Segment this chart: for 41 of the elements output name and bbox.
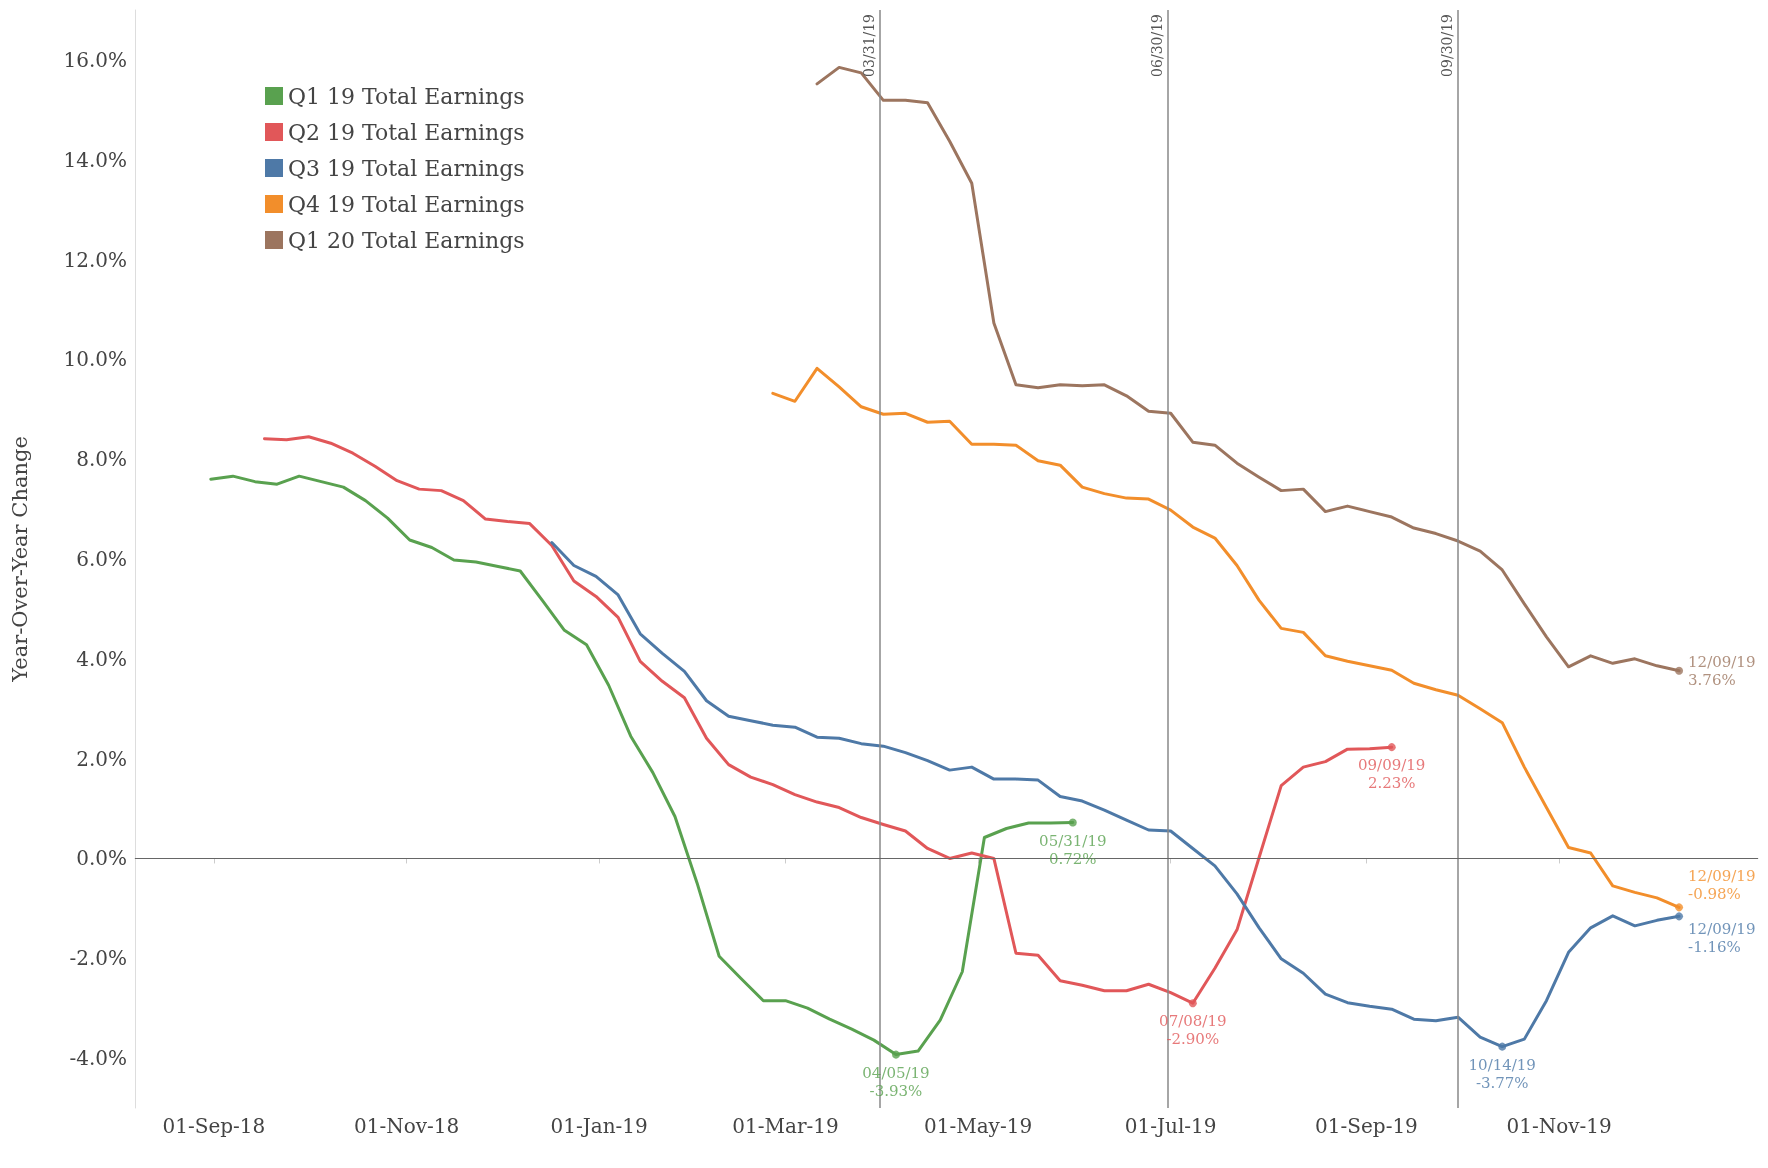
x-tick-label: 01-Jul-19 bbox=[1124, 1114, 1217, 1138]
y-tick-label: -4.0% bbox=[69, 1046, 127, 1071]
y-tick-label: 12.0% bbox=[63, 247, 127, 272]
legend-label: Q3 19 Total Earnings bbox=[288, 155, 525, 181]
y-tick-label: 4.0% bbox=[76, 646, 127, 671]
annotation: 09/09/19 2.23% bbox=[1358, 756, 1426, 793]
annotation: 12/09/19 -1.16% bbox=[1688, 920, 1756, 957]
y-axis-title: Year-Over-Year Change bbox=[7, 436, 32, 683]
annotation: 12/09/19 -0.98% bbox=[1688, 867, 1756, 904]
y-tick-label: 14.0% bbox=[63, 147, 127, 172]
x-tick-label: 01-Jan-19 bbox=[550, 1114, 648, 1138]
y-tick-label: 2.0% bbox=[76, 746, 127, 771]
annotation: 10/14/19 -3.77% bbox=[1468, 1055, 1536, 1092]
x-tick-label: 01-Nov-18 bbox=[353, 1114, 460, 1138]
y-tick-label: 10.0% bbox=[63, 347, 127, 372]
ref-line-label: 09/30/19 bbox=[1439, 14, 1456, 77]
point bbox=[1068, 818, 1077, 827]
x-tick-label: 01-Sep-18 bbox=[162, 1114, 266, 1138]
legend-label: Q2 19 Total Earnings bbox=[288, 119, 525, 145]
x-tick-label: 01-Sep-19 bbox=[1315, 1114, 1418, 1138]
legend-label: Q4 19 Total Earnings bbox=[288, 191, 525, 217]
ref-line-label: 06/30/19 bbox=[1148, 14, 1165, 77]
y-tick-label: 8.0% bbox=[76, 447, 127, 472]
point bbox=[891, 1050, 900, 1059]
point bbox=[1498, 1042, 1507, 1051]
legend-label: Q1 19 Total Earnings bbox=[288, 83, 525, 109]
ref-line-label: 03/31/19 bbox=[861, 14, 878, 77]
point bbox=[1675, 666, 1684, 675]
point bbox=[1675, 903, 1684, 912]
y-tick-label: 0.0% bbox=[76, 846, 127, 871]
annotation: 12/09/19 3.76% bbox=[1688, 652, 1756, 689]
y-tick-label: 6.0% bbox=[76, 547, 127, 571]
point bbox=[1387, 743, 1396, 752]
x-tick-label: 01-Nov-19 bbox=[1506, 1114, 1612, 1138]
y-tick-label: -2.0% bbox=[69, 946, 127, 971]
point bbox=[1675, 912, 1684, 921]
x-tick-label: 01-May-19 bbox=[924, 1114, 1033, 1138]
legend-label: Q1 20 Total Earnings bbox=[288, 227, 525, 253]
y-tick-label: 16.0% bbox=[63, 47, 127, 72]
x-tick-label: 01-Mar-19 bbox=[732, 1114, 839, 1138]
point bbox=[1188, 999, 1197, 1008]
